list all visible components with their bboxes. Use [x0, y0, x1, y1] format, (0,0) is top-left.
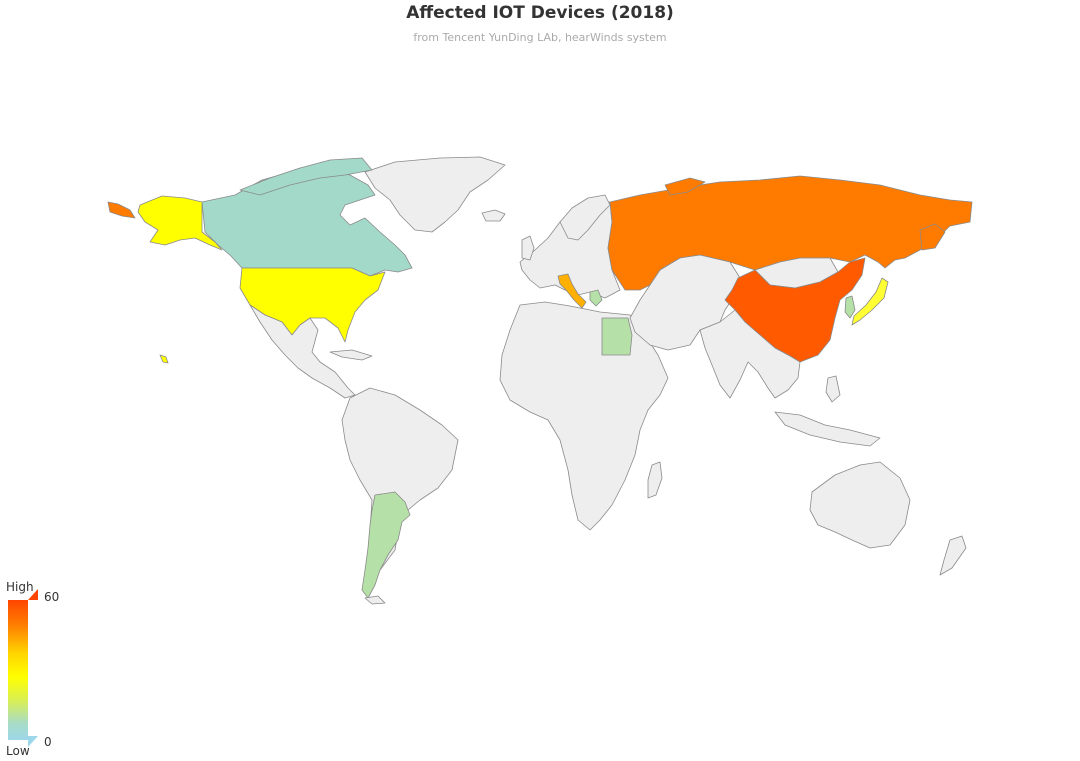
region-south-korea[interactable]: [844, 295, 856, 319]
region-uk[interactable]: [521, 235, 535, 261]
region-russia[interactable]: [607, 175, 973, 291]
region-new-zealand[interactable]: [939, 535, 967, 576]
region-madagascar[interactable]: [647, 461, 663, 499]
region-russia-islands[interactable]: [664, 177, 706, 196]
region-italy[interactable]: [557, 273, 587, 309]
legend-bottom-handle-icon[interactable]: [28, 736, 38, 747]
legend-top-handle-icon[interactable]: [28, 589, 38, 600]
region-greece[interactable]: [589, 289, 603, 307]
region-argentina[interactable]: [361, 491, 411, 599]
legend-low-label: Low: [6, 744, 30, 758]
region-canada-islands[interactable]: [239, 157, 373, 196]
region-iceland[interactable]: [481, 209, 506, 222]
region-russia-kamchatka[interactable]: [919, 223, 946, 251]
legend-max-value: 60: [44, 590, 60, 604]
map-title: Affected IOT Devices (2018): [406, 3, 674, 23]
region-greenland[interactable]: [364, 156, 506, 233]
region-south-asia[interactable]: [699, 309, 801, 399]
region-australia[interactable]: [809, 461, 911, 549]
legend-high-label: High: [6, 580, 34, 594]
region-russia-chukotka[interactable]: [107, 201, 136, 219]
map-subtitle: from Tencent YunDing LAb, hearWinds syst…: [413, 31, 667, 44]
region-alaska[interactable]: [137, 195, 223, 251]
region-mexico-central-america[interactable]: [249, 304, 356, 399]
region-egypt[interactable]: [601, 317, 633, 356]
region-south-america[interactable]: [341, 387, 459, 571]
region-scandinavia[interactable]: [559, 194, 611, 241]
region-tierra-del-fuego[interactable]: [364, 595, 386, 605]
region-hawaii[interactable]: [159, 354, 169, 364]
region-japan[interactable]: [851, 277, 889, 326]
region-philippines[interactable]: [825, 375, 841, 403]
region-indonesia[interactable]: [774, 411, 881, 447]
legend-color-scale[interactable]: [8, 600, 28, 740]
region-cuba[interactable]: [329, 349, 373, 361]
legend-min-value: 0: [44, 735, 52, 749]
